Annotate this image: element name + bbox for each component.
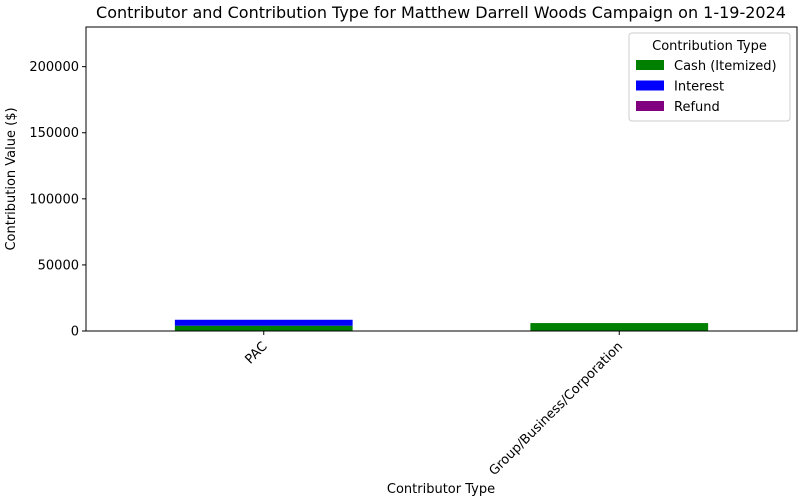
bar-pac-cash-itemized bbox=[174, 325, 353, 331]
y-tick-label: 200000 bbox=[29, 60, 79, 75]
legend-label-interest: Interest bbox=[674, 80, 724, 95]
y-tick-label: 50000 bbox=[38, 258, 79, 273]
chart-title: Contributor and Contribution Type for Ma… bbox=[96, 3, 786, 22]
x-axis-label: Contributor Type bbox=[387, 482, 495, 497]
x-axis: PAC Group/Business/Corporation bbox=[242, 331, 626, 479]
legend-box bbox=[628, 32, 791, 122]
y-tick-label: 0 bbox=[71, 325, 79, 340]
y-axis-label: Contribution Value ($) bbox=[4, 107, 19, 250]
y-tick-label: 100000 bbox=[29, 192, 79, 207]
legend-swatch-refund bbox=[636, 101, 664, 111]
x-tick-label: PAC bbox=[242, 339, 270, 367]
plot-frame bbox=[85, 26, 798, 332]
legend-swatch-cash-itemized bbox=[636, 60, 664, 70]
x-tick-label: Group/Business/Corporation bbox=[486, 339, 626, 479]
bar-group-business-corporation-cash-itemized bbox=[530, 323, 709, 331]
legend-swatch-interest bbox=[636, 80, 664, 91]
legend-label-cash-itemized: Cash (Itemized) bbox=[674, 59, 777, 74]
y-tick-label: 150000 bbox=[29, 126, 79, 141]
bars bbox=[174, 319, 709, 331]
legend: Contribution Type Cash (Itemized) Interest… bbox=[628, 32, 791, 122]
legend-title: Contribution Type bbox=[652, 39, 767, 54]
y-axis: 0 50000 100000 150000 200000 bbox=[29, 60, 86, 340]
legend-label-refund: Refund bbox=[674, 100, 720, 115]
bar-pac-interest bbox=[174, 319, 353, 326]
